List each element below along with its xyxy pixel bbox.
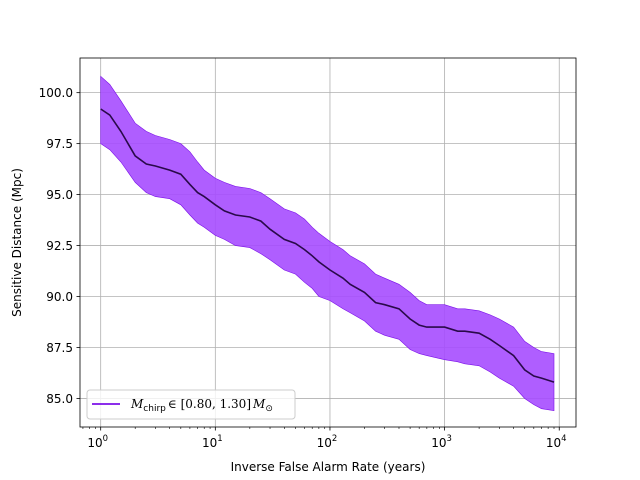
y-tick-label: 85.0: [46, 392, 73, 406]
x-axis-label: Inverse False Alarm Rate (years): [231, 460, 426, 474]
x-axis-ticks: 100 101 102 103 104: [82, 427, 567, 450]
x-tick-label: 104: [546, 434, 567, 450]
series-line: [100, 108, 555, 383]
y-tick-label: 92.5: [46, 239, 73, 253]
x-tick-label: 102: [317, 434, 338, 450]
series-lines: [100, 108, 555, 383]
y-tick-label: 95.0: [46, 188, 73, 202]
x-tick-label: 103: [431, 434, 452, 450]
x-tick-label: 100: [87, 434, 108, 450]
y-tick-label: 97.5: [46, 137, 73, 151]
x-tick-label: 101: [202, 434, 223, 450]
legend-symbol: M: [130, 397, 144, 411]
legend-entry: Mchirp ∈ [0.80, 1.30] M⊙: [130, 397, 273, 414]
y-axis-ticks: 85.0 87.5 90.0 92.5 95.0 97.5 100.0: [39, 86, 80, 406]
plot-frame: [79, 57, 577, 428]
legend-unit: M: [252, 397, 266, 411]
y-tick-label: 87.5: [46, 341, 73, 355]
legend-unit-subscript: ⊙: [265, 404, 273, 414]
legend-box: [86, 389, 296, 420]
y-tick-label: 100.0: [39, 86, 73, 100]
legend: Mchirp ∈ [0.80, 1.30] M⊙: [86, 389, 296, 420]
legend-range: ∈ [0.80, 1.30]: [168, 397, 251, 411]
y-tick-label: 90.0: [46, 290, 73, 304]
y-axis-label: Sensitive Distance (Mpc): [10, 168, 24, 317]
legend-subscript: chirp: [143, 404, 166, 414]
